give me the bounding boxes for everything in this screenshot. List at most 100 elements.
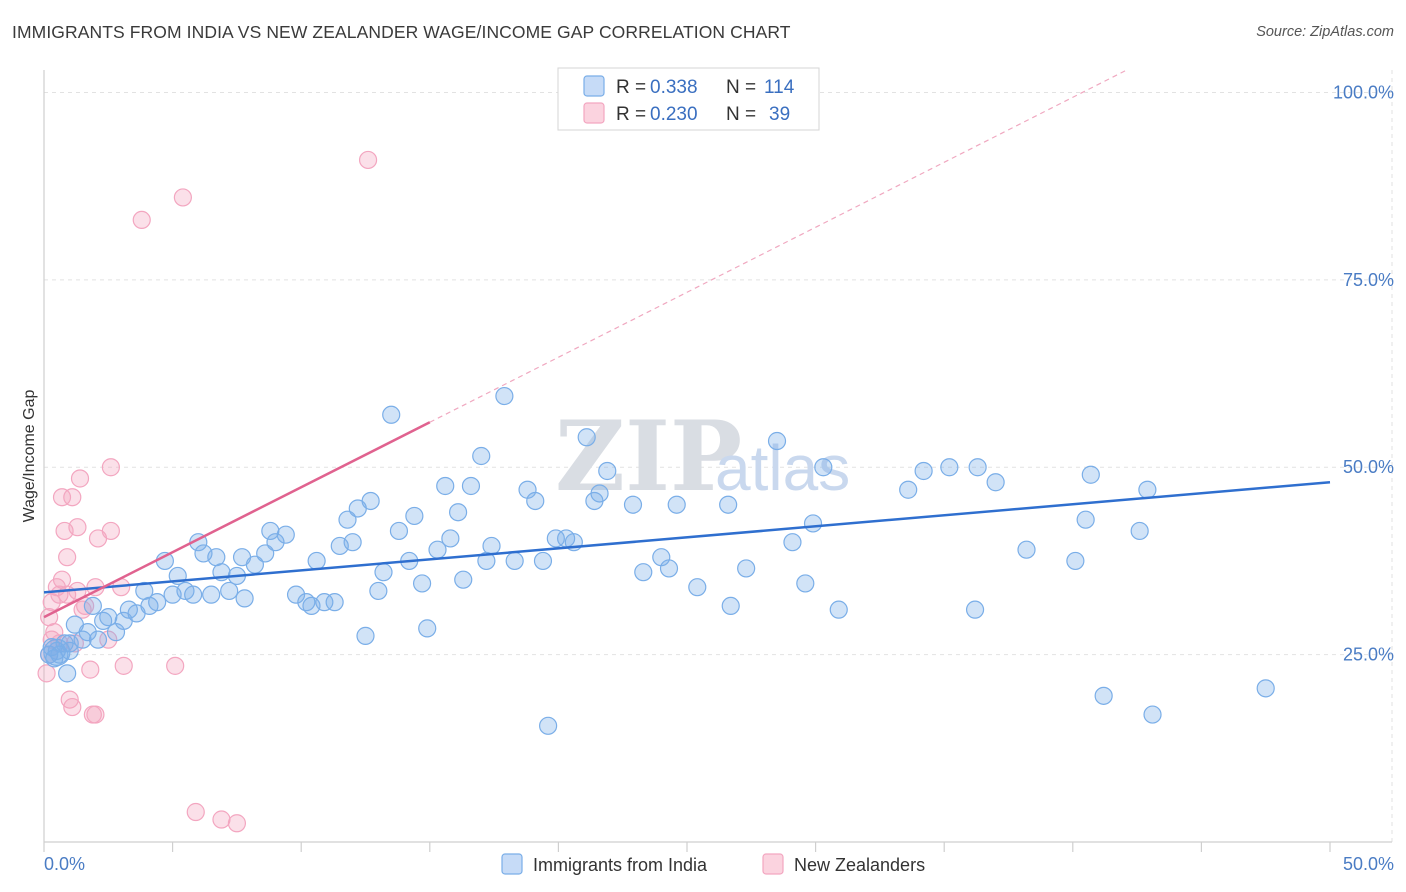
india-point [43,638,71,666]
india-point [356,626,375,645]
india-point [719,495,738,514]
india-point [533,551,553,571]
india-point [454,570,473,589]
legend-swatch-india [583,75,605,97]
india-point [986,473,1005,492]
india-point [737,559,756,578]
nz-point [37,664,56,683]
india-point [598,461,617,481]
india-point [50,645,69,664]
india-point [1138,480,1157,499]
india-points [40,386,1275,735]
nz-point [52,488,72,507]
nz-point [186,802,205,822]
india-point [307,551,326,571]
india-point [461,476,481,496]
india-point [374,563,393,582]
chart-title: IMMIGRANTS FROM INDIA VS NEW ZEALANDER W… [12,22,791,42]
india-point [1017,540,1036,559]
india-point [495,386,514,406]
india-point [1130,521,1149,541]
india-point [202,585,221,604]
x-tick-label: 50.0% [1343,854,1394,874]
india-point [968,458,987,477]
y-tick-label: 100.0% [1333,82,1394,102]
india-point [1076,510,1095,529]
india-point [472,446,491,466]
india-point [590,484,609,503]
y-tick-labels: 25.0% 50.0% 75.0% 100.0% [1333,82,1394,664]
bottom-legend-nz: New Zealanders [794,855,925,875]
india-point [83,596,102,616]
nz-point [86,705,105,724]
nz-point [68,518,87,537]
india-point [261,521,280,541]
india-point [688,578,707,597]
india-point [184,585,203,604]
legend-india-n-value: 114 [764,77,795,98]
india-point [914,461,933,481]
india-point [99,608,118,627]
india-point [634,563,653,582]
nz-point [212,810,231,829]
india-trend-line [43,480,1331,594]
india-point [899,480,918,499]
india-point [315,593,334,612]
india-point [526,491,545,511]
india-point [1143,705,1162,724]
india-point [448,503,468,522]
india-point [667,495,686,514]
legend-nz-r-value: 0.230 [650,104,698,125]
legend-nz-n-label: N = [726,104,756,125]
nz-point [166,656,185,675]
india-point [418,619,437,638]
india-point [235,589,254,608]
india-point [220,581,239,601]
legend-india-r-label: R = [616,77,646,98]
india-point [721,596,740,616]
y-axis-label: Wage/Income Gap [21,390,38,523]
india-point [1081,465,1100,484]
nz-point [81,660,100,679]
legend-india-n-label: N = [726,77,756,98]
nz-point [99,630,118,649]
india-point [659,559,679,578]
india-point [505,551,524,571]
india-point [1256,679,1275,698]
india-point [266,533,285,552]
bottom-legend-swatch-nz [762,853,784,875]
grid-lines [44,70,1393,842]
india-point [441,529,460,548]
india-point [369,581,388,601]
india-point [539,716,558,735]
nz-trend-line [43,421,431,619]
india-point [78,623,97,642]
india-point [276,525,295,544]
axes [43,70,1392,852]
india-point [783,533,802,552]
india-point [803,514,823,533]
india-point [412,574,432,593]
x-tick-label: 0.0% [44,854,85,874]
y-tick-label: 75.0% [1343,270,1394,290]
trend-lines [43,69,1331,619]
india-point [796,574,815,593]
india-point [361,491,380,511]
y-tick-label: 25.0% [1343,645,1394,665]
nz-point [101,458,120,477]
india-point [286,585,306,604]
india-point [256,544,275,563]
source-credit: Source: ZipAtlas.com [1256,24,1394,40]
watermark-zip: ZIP [555,400,742,513]
nz-point [114,656,133,675]
india-point [1094,686,1113,705]
nz-point [63,697,82,717]
watermark-atlas: atlas [715,432,850,504]
legend-swatch-nz [583,102,605,124]
x-tick-labels: 0.0% 50.0% [44,854,1394,874]
bottom-legend-india: Immigrants from India [533,855,708,875]
y-tick-label: 50.0% [1343,457,1394,477]
india-point [940,458,959,477]
india-point [382,405,401,424]
